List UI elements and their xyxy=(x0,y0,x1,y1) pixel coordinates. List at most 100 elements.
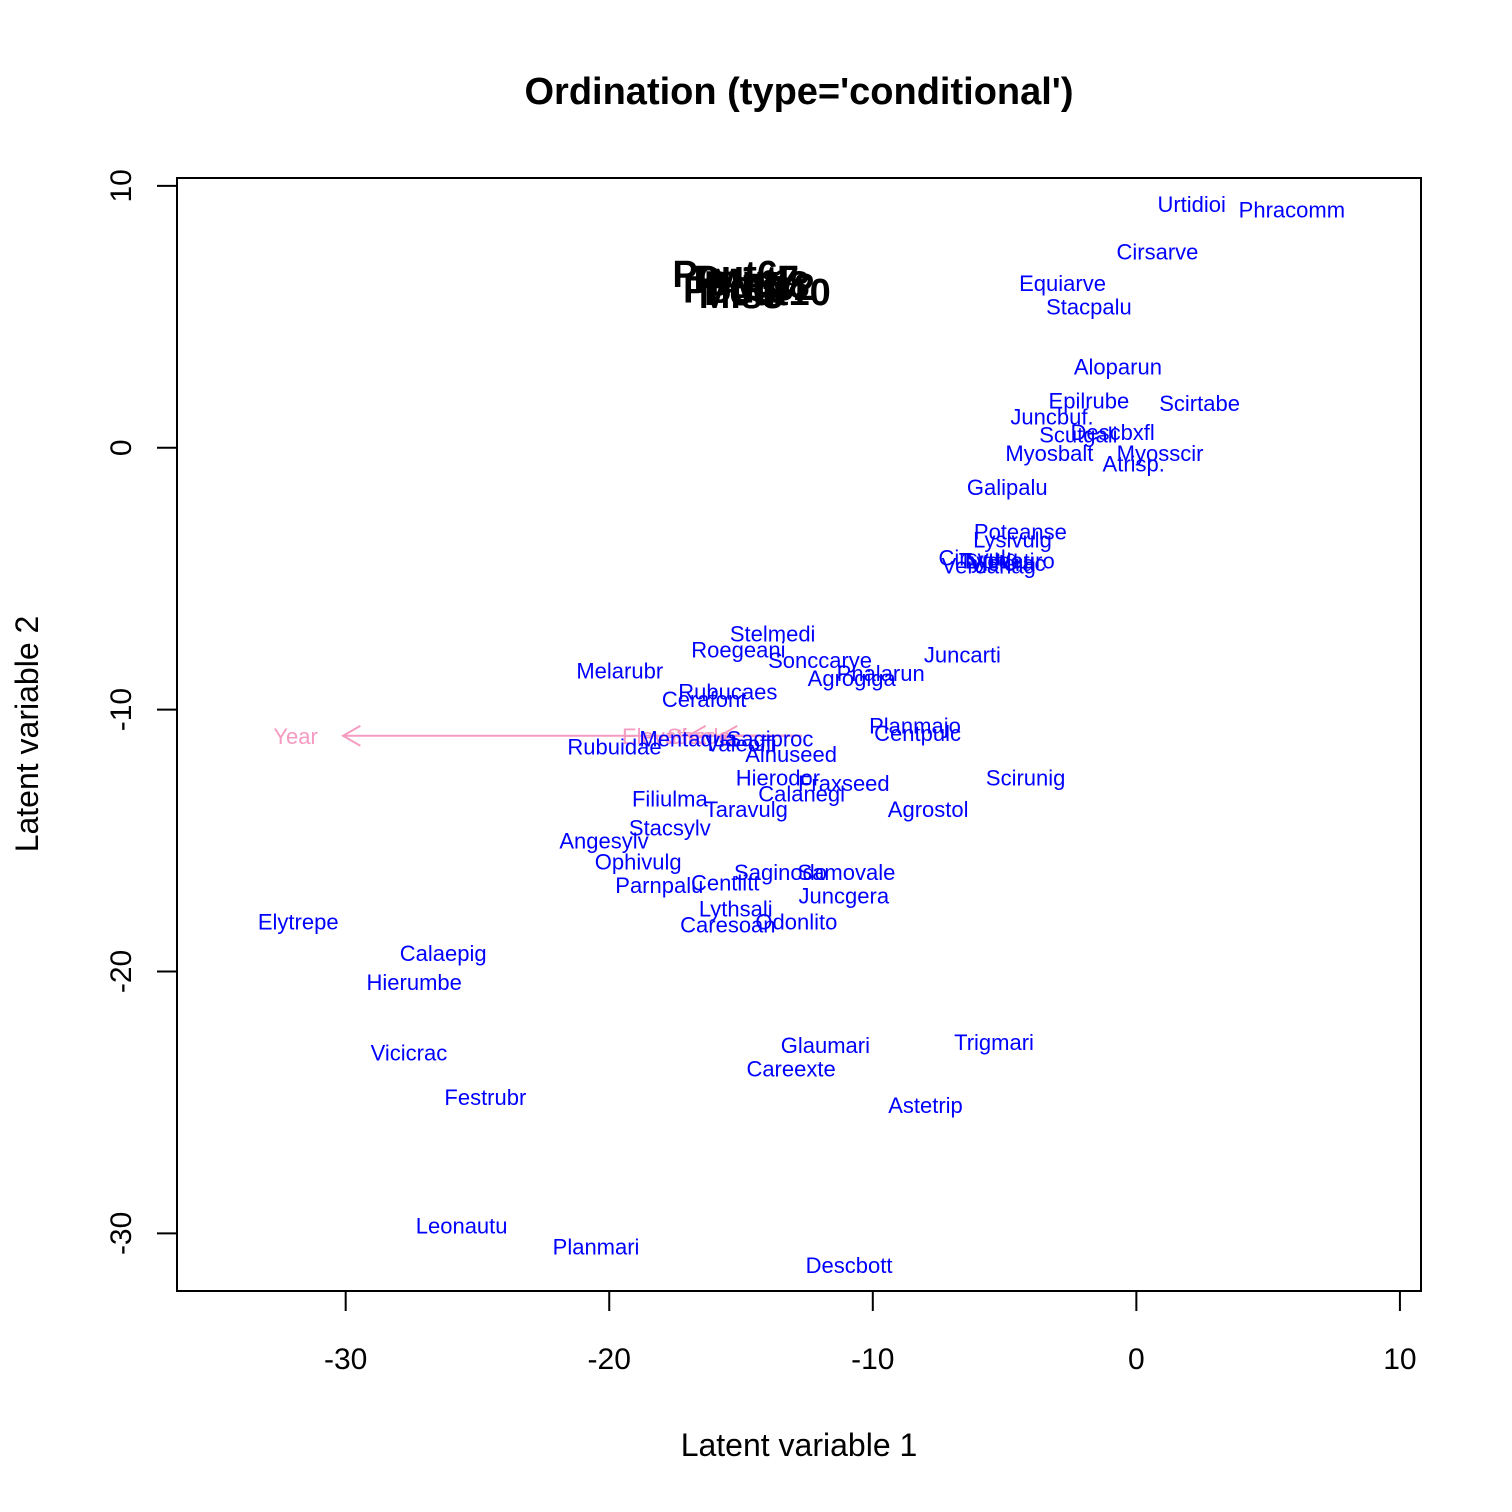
species-label: Elytrepe xyxy=(258,910,339,935)
species-label: Saginodo xyxy=(734,860,827,885)
species-label: Myosscir xyxy=(1117,441,1204,466)
species-label: Cirsarve xyxy=(1116,239,1198,264)
species-label: Glaumari xyxy=(781,1033,870,1058)
species-label: Juncbuf. xyxy=(1010,404,1093,429)
species-label: Fraxseed xyxy=(798,771,890,796)
env-arrow-head xyxy=(341,724,361,747)
species-label: Valeoffi xyxy=(705,732,776,757)
site-label: Pout8 xyxy=(704,264,810,306)
species-label: Centpulc xyxy=(874,721,961,746)
site-label: Mis2 xyxy=(730,267,814,309)
site-label: Pout9 xyxy=(683,270,789,312)
species-label: Taravulg xyxy=(705,797,788,822)
species-label: Festrubr xyxy=(444,1085,526,1110)
env-arrow-label: Year xyxy=(273,724,317,749)
species-label: Odonlito xyxy=(755,910,837,935)
y-tick-label: -20 xyxy=(105,950,138,993)
site-label: Pout10 xyxy=(704,272,831,314)
species-label: Agrogiga xyxy=(808,666,897,691)
y-tick-label: 0 xyxy=(105,439,138,456)
env-arrow-label: Elevation xyxy=(622,724,713,749)
species-label: Caresoan xyxy=(680,912,775,937)
site-label: Mis3 xyxy=(699,275,783,317)
site-label: Pout6 xyxy=(672,254,778,296)
species-label: Descbxfl xyxy=(1070,420,1154,445)
species-label: Stacpalu xyxy=(1046,294,1132,319)
species-label: Trigmari xyxy=(954,1030,1034,1055)
species-label: Poteanse xyxy=(974,520,1067,545)
species-label: Hierodor xyxy=(736,766,820,791)
species-label: Equiarve xyxy=(1019,271,1106,296)
species-label: Stelmedi xyxy=(730,622,816,647)
species-label: Angesylv xyxy=(559,829,648,854)
site-label: Mis1 xyxy=(709,262,793,304)
species-label: Planmajo xyxy=(869,713,961,738)
species-label: Samovale xyxy=(798,860,896,885)
species-label: Galipalu xyxy=(967,475,1048,500)
species-label: Planmari xyxy=(553,1234,640,1259)
species-label: Atrisp. xyxy=(1103,451,1165,476)
y-axis: 10 0 -10 -20 -30 xyxy=(105,169,178,1255)
species-label: Rubucaes xyxy=(678,679,777,704)
species-label: Rubuidae xyxy=(567,734,661,759)
species-label: Calaepig xyxy=(400,941,487,966)
species-label: Agrostol xyxy=(888,797,969,822)
species-label: Scutgali xyxy=(1039,423,1117,448)
species-labels: Urtidioi Phracomm Cirsarve EquiarveStacpalu… xyxy=(258,192,1345,1278)
species-label: Lycoeuro xyxy=(965,548,1055,573)
species-label: Stacsylv xyxy=(629,815,711,840)
y-tick-label: -30 xyxy=(105,1212,138,1255)
x-tick-label: -10 xyxy=(851,1343,894,1376)
species-label: Ophivulg xyxy=(595,850,682,875)
x-tick-label: -20 xyxy=(588,1343,631,1376)
species-label: Descbott xyxy=(806,1253,893,1278)
species-label: Cirsvulg xyxy=(938,546,1017,571)
chart-title: Ordination (type='conditional') xyxy=(524,71,1073,113)
species-label: Phracomm xyxy=(1239,197,1345,222)
species-label: Cerafont xyxy=(662,687,746,712)
species-label: Vicicrac xyxy=(969,551,1046,576)
y-tick-label: -10 xyxy=(105,688,138,731)
y-tick-label: 10 xyxy=(105,169,138,202)
species-label: Calanegl xyxy=(758,781,845,806)
x-tick-label: 0 xyxy=(1128,1343,1145,1376)
x-axis: -30 -20 -10 0 10 xyxy=(324,1290,1417,1376)
species-label: Astetrip xyxy=(888,1093,963,1118)
species-label: Veroanag xyxy=(942,554,1036,579)
species-label: Careexte xyxy=(746,1056,835,1081)
env-arrow-label: Shade xyxy=(667,724,731,749)
species-label: Juncgera xyxy=(799,884,890,909)
species-label: Lythsali xyxy=(699,897,773,922)
species-label: Scirunig xyxy=(986,766,1065,791)
species-label: Typhlati xyxy=(959,548,1035,573)
env-arrow-head xyxy=(686,724,707,747)
env-arrow-head xyxy=(717,724,738,747)
species-label: Roegeani xyxy=(691,637,785,662)
species-label: Myosbalt xyxy=(1005,441,1093,466)
x-axis-label: Latent variable 1 xyxy=(681,1427,918,1463)
x-tick-label: 10 xyxy=(1383,1343,1416,1376)
species-label: Alnuseed xyxy=(745,742,837,767)
species-label: Juncarti xyxy=(924,643,1001,668)
species-label: Lysivulg xyxy=(973,527,1052,552)
species-label: Phalarun xyxy=(837,661,925,686)
species-label: Melarubr xyxy=(576,658,663,683)
species-label: Scirtabe xyxy=(1159,391,1240,416)
y-axis-label: Latent variable 2 xyxy=(9,616,45,853)
species-label: Leonautu xyxy=(416,1214,508,1239)
species-label: Parnpalu xyxy=(615,873,703,898)
species-label: Sagiproc xyxy=(727,726,814,751)
x-tick-label: -30 xyxy=(324,1343,367,1376)
species-label: Hierumbe xyxy=(367,970,462,995)
species-label: Filiulma xyxy=(632,787,709,812)
site-label: Pout7 xyxy=(694,259,800,301)
species-label: Epilrube xyxy=(1049,389,1130,414)
species-label: Urtidioi xyxy=(1157,192,1225,217)
species-label: Sonccarye xyxy=(768,648,872,673)
species-label: Vicicrac xyxy=(371,1041,448,1066)
species-label: Centlitt xyxy=(691,870,759,895)
species-label: Aloparun xyxy=(1074,355,1162,380)
